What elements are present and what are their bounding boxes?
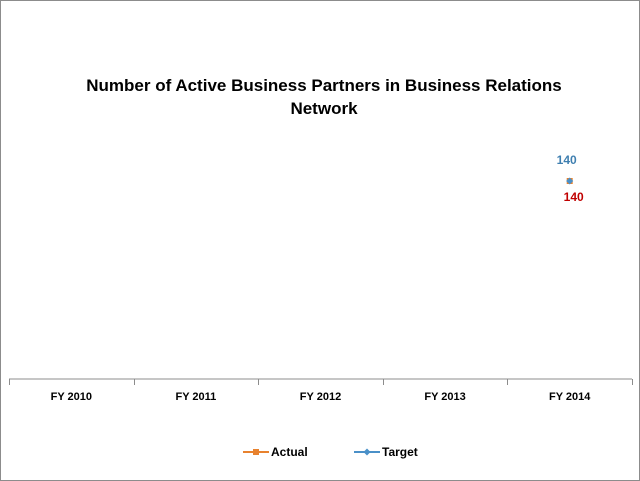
x-tick-label: FY 2010 [51,391,92,403]
data-label-target: 140 [557,153,577,167]
legend-actual-swatch [243,449,269,455]
x-tick-label: FY 2013 [424,391,465,403]
data-label-actual: 140 [564,190,584,204]
chart-title: Number of Active Business Partners in Bu… [86,76,562,118]
legend-item-actual: Actual [243,444,308,460]
legend: Actual Target [0,444,640,460]
legend-target-marker [363,448,371,456]
x-tick-label: FY 2014 [549,391,591,403]
legend-item-target: Target [354,444,418,460]
legend-actual-marker [253,449,259,455]
legend-target-label: Target [382,445,418,459]
data-point-target [566,177,574,185]
x-tick-label: FY 2012 [300,391,341,403]
x-tick-label: FY 2011 [176,391,217,403]
legend-target-swatch [354,448,380,456]
legend-actual-label: Actual [271,445,308,459]
